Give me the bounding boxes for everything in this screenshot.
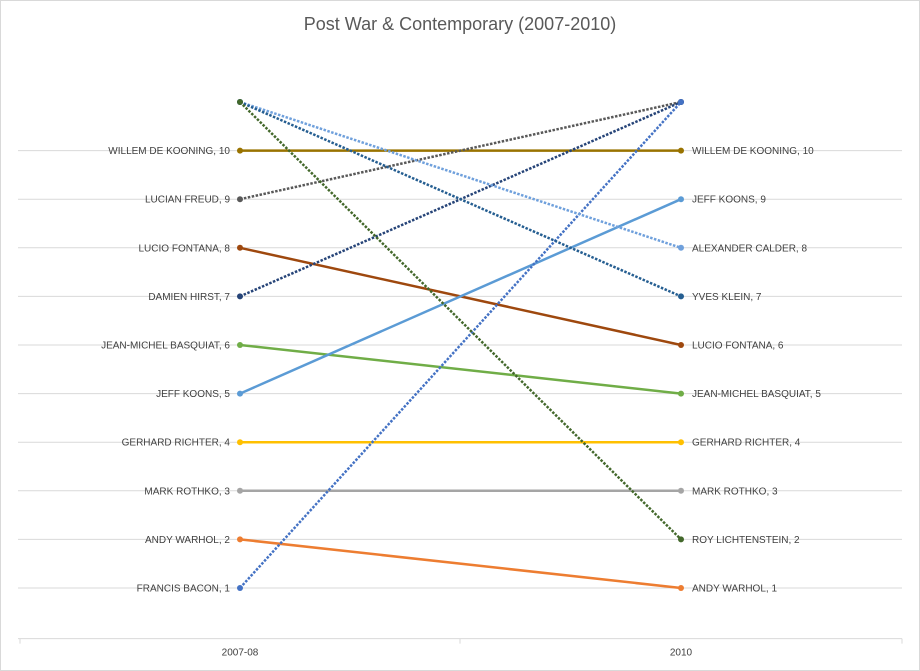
data-point <box>237 585 243 591</box>
data-point <box>678 585 684 591</box>
data-label: WILLEM DE KOONING, 10 <box>692 146 814 157</box>
series-line <box>239 101 682 541</box>
data-label: JEAN-MICHEL BASQUIAT, 6 <box>101 341 230 352</box>
data-point <box>237 147 243 154</box>
data-label: JEFF KOONS, 9 <box>692 195 766 206</box>
data-label: GERHARD RICHTER, 4 <box>692 438 801 449</box>
data-point <box>678 439 684 446</box>
data-point <box>678 147 684 154</box>
data-label: DAMIEN HIRST, 7 <box>148 292 230 303</box>
data-point <box>678 293 684 300</box>
data-point <box>678 196 684 203</box>
data-point <box>678 342 684 348</box>
data-point <box>237 536 243 543</box>
data-label: GERHARD RICHTER, 4 <box>122 438 231 449</box>
data-label: LUCIO FONTANA, 6 <box>692 341 784 352</box>
data-point <box>237 439 243 446</box>
x-axis: 2007-08 2010 <box>18 638 903 659</box>
data-label: MARK ROTHKO, 3 <box>692 486 778 497</box>
data-point <box>237 293 243 300</box>
data-label: JEFF KOONS, 5 <box>156 389 230 400</box>
series-line <box>239 100 682 249</box>
data-label: YVES KLEIN, 7 <box>692 292 762 303</box>
data-point <box>237 487 243 494</box>
series-line <box>239 100 682 201</box>
data-label: ANDY WARHOL, 2 <box>145 535 230 546</box>
data-point <box>678 390 684 397</box>
data-label: LUCIO FONTANA, 8 <box>139 243 231 254</box>
data-label: LUCIAN FREUD, 9 <box>145 195 230 206</box>
data-label: MARK ROTHKO, 3 <box>144 486 230 497</box>
data-label: WILLEM DE KOONING, 10 <box>108 146 230 157</box>
x-tick-label: 2010 <box>670 648 693 659</box>
data-point <box>237 390 243 397</box>
data-label: FRANCIS BACON, 1 <box>137 584 231 595</box>
series-lines <box>237 99 684 591</box>
data-point <box>237 244 243 251</box>
x-tick-label: 2007-08 <box>222 648 259 659</box>
data-point <box>678 536 684 543</box>
data-point <box>237 196 243 203</box>
series-line <box>239 343 682 395</box>
series-line <box>239 101 682 589</box>
data-point <box>678 99 684 105</box>
data-label: ANDY WARHOL, 1 <box>692 584 777 595</box>
series-line <box>239 100 682 298</box>
data-point <box>678 244 684 251</box>
data-label: JEAN-MICHEL BASQUIAT, 5 <box>692 389 821 400</box>
series-line <box>239 198 682 395</box>
data-label: ALEXANDER CALDER, 8 <box>692 243 807 254</box>
data-point <box>237 99 243 105</box>
data-labels: WILLEM DE KOONING, 10 WILLEM DE KOONING, … <box>101 146 821 594</box>
data-point <box>678 487 684 494</box>
series-line <box>239 538 682 590</box>
chart-title: Post War & Contemporary (2007-2010) <box>303 14 617 34</box>
data-point <box>237 342 243 348</box>
data-label: ROY LICHTENSTEIN, 2 <box>692 535 800 546</box>
